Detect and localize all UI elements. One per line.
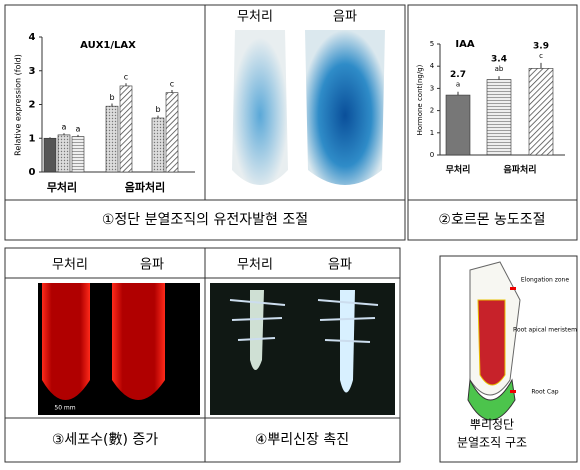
- root-images: [38, 30, 521, 421]
- significance-letter: b: [155, 105, 160, 114]
- diagram-label: Root apical meristem: [513, 327, 577, 334]
- significance-letter: c: [170, 79, 174, 88]
- value-label: 3.4: [491, 55, 507, 65]
- image-header: 무처리: [52, 258, 88, 273]
- x-tick-label: 무처리: [47, 180, 77, 194]
- significance-letter: c: [124, 73, 128, 82]
- significance-letter: c: [539, 52, 543, 60]
- bar: [151, 117, 165, 173]
- significance-letter: ab: [495, 65, 504, 73]
- bar: [445, 94, 471, 156]
- y-tick-label: 1: [430, 129, 434, 137]
- y-tick-label: 4: [430, 62, 435, 70]
- bar: [57, 134, 71, 173]
- y-tick-label: 5: [430, 40, 434, 48]
- y-axis-label: Hormone cont(ng/g): [416, 64, 424, 135]
- significance-letter: a: [456, 81, 460, 89]
- y-tick-label: 3: [29, 66, 36, 77]
- x-tick-label: 음파처리: [503, 164, 536, 176]
- significance-letter: b: [109, 93, 114, 102]
- image-header: 음파: [333, 10, 357, 25]
- caption: ②호르몬 농도조절: [438, 212, 545, 228]
- chart-title: IAA: [455, 39, 474, 50]
- image-header: 무처리: [237, 258, 273, 273]
- image-header: 음파: [140, 258, 164, 273]
- bar: [105, 105, 119, 173]
- caption: 뿌리정단: [470, 418, 514, 432]
- scale-label: 50 mm: [54, 405, 75, 412]
- diagram-label: Elongation zone: [521, 277, 569, 284]
- caption: ③세포수(數) 증가: [52, 432, 158, 448]
- y-tick-label: 0: [29, 167, 36, 178]
- frames: [4, 4, 578, 463]
- caption: ①정단 분열조직의 유전자발현 조절: [102, 212, 308, 228]
- caption: 분열조직 구조: [457, 436, 527, 450]
- bar: [71, 136, 85, 173]
- bar: [119, 85, 133, 173]
- y-tick-label: 1: [29, 133, 36, 144]
- diagram-label: Root Cap: [531, 389, 558, 396]
- chart-title: AUX1/LAX: [80, 40, 136, 51]
- y-tick-label: 0: [430, 151, 434, 159]
- y-tick-label: 4: [29, 32, 36, 43]
- y-tick-label: 3: [430, 84, 434, 92]
- y-axis-label: Relative expression (fold): [14, 54, 23, 156]
- bar: [486, 79, 512, 156]
- x-tick-label: 무처리: [446, 164, 471, 176]
- significance-letter: a: [62, 123, 67, 132]
- bar: [43, 137, 57, 173]
- caption: ④뿌리신장 촉진: [255, 432, 349, 448]
- significance-letter: a: [76, 124, 81, 133]
- y-tick-label: 2: [430, 107, 434, 115]
- x-tick-label: 음파처리: [125, 180, 165, 194]
- bar: [528, 68, 554, 156]
- y-tick-label: 2: [29, 100, 36, 111]
- value-label: 3.9: [533, 41, 549, 51]
- image-header: 무처리: [237, 10, 273, 25]
- bar: [165, 92, 179, 173]
- value-label: 2.7: [450, 70, 466, 80]
- image-header: 음파: [328, 258, 352, 273]
